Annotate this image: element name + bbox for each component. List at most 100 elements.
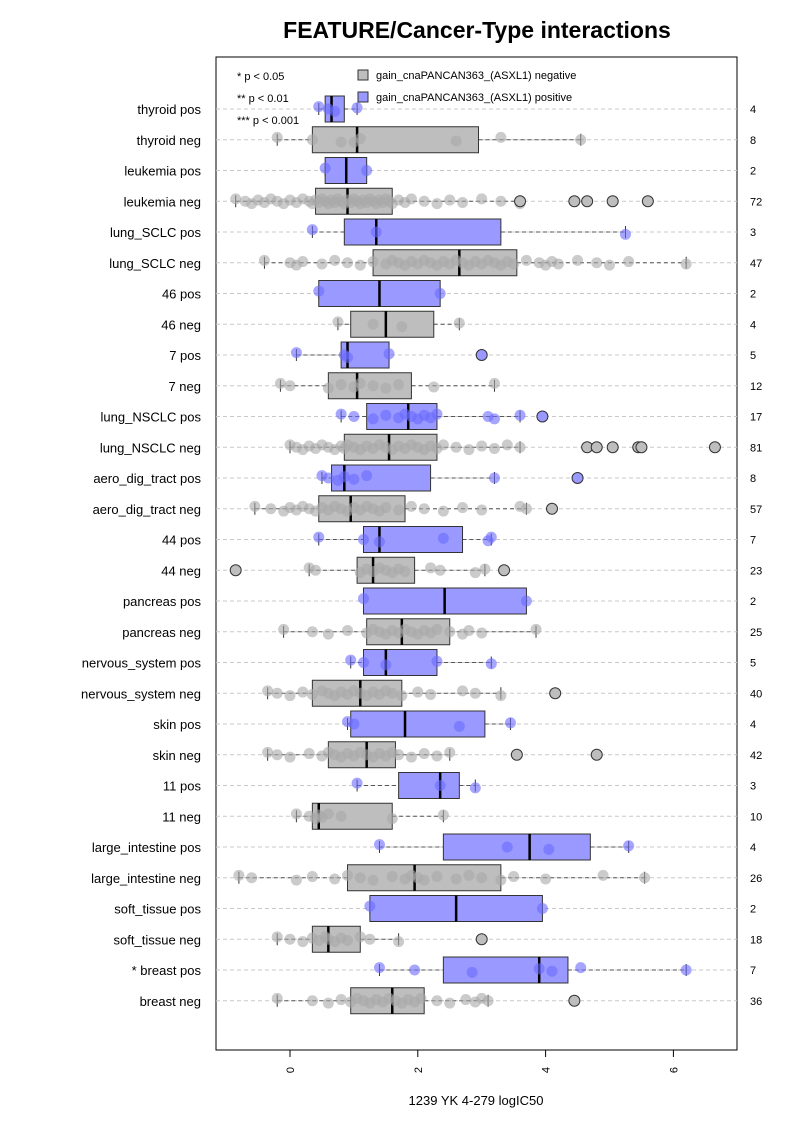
data-point bbox=[233, 869, 245, 881]
data-point bbox=[431, 623, 443, 635]
data-point bbox=[271, 931, 283, 943]
box bbox=[442, 833, 591, 861]
data-point bbox=[431, 408, 443, 420]
data-point bbox=[572, 254, 584, 266]
data-point bbox=[364, 900, 376, 912]
row-label: lung_SCLC neg bbox=[109, 256, 201, 271]
data-point bbox=[623, 256, 635, 268]
row-label: 46 neg bbox=[161, 317, 201, 332]
outlier-point bbox=[498, 564, 511, 577]
data-point bbox=[488, 413, 500, 425]
x-tick-label: 6 bbox=[668, 1067, 680, 1073]
data-point bbox=[501, 439, 513, 451]
data-point bbox=[530, 623, 542, 635]
data-point bbox=[278, 623, 290, 635]
data-point bbox=[313, 285, 325, 297]
data-point bbox=[409, 964, 421, 976]
data-point bbox=[306, 688, 318, 700]
sample-count: 42 bbox=[750, 750, 762, 762]
sample-count: 7 bbox=[750, 965, 756, 977]
outlier-point bbox=[475, 349, 488, 361]
data-point bbox=[431, 871, 443, 883]
data-point bbox=[262, 685, 274, 697]
sample-count: 8 bbox=[750, 135, 756, 147]
outlier-point bbox=[568, 994, 581, 1007]
data-point bbox=[297, 686, 309, 698]
outlier-point bbox=[590, 441, 603, 454]
data-point bbox=[342, 351, 354, 363]
data-point bbox=[335, 136, 347, 148]
data-point bbox=[520, 595, 532, 607]
row-label: 11 neg bbox=[162, 809, 201, 824]
data-point bbox=[476, 193, 488, 205]
outlier-point bbox=[606, 441, 619, 454]
data-point bbox=[457, 196, 469, 208]
data-point bbox=[399, 565, 411, 577]
sample-count: 2 bbox=[750, 596, 756, 608]
data-point bbox=[380, 382, 392, 394]
data-point bbox=[444, 194, 456, 206]
data-point bbox=[297, 936, 309, 948]
data-point bbox=[639, 872, 651, 884]
sample-count: 10 bbox=[750, 811, 762, 823]
data-point bbox=[322, 472, 334, 484]
outlier-point bbox=[590, 748, 603, 761]
x-axis-label: 1239 YK 4-279 logIC50 bbox=[409, 1093, 544, 1108]
row-label: thyroid pos bbox=[137, 102, 201, 117]
box bbox=[362, 649, 438, 676]
data-point bbox=[425, 562, 437, 574]
data-point bbox=[575, 134, 587, 146]
data-point bbox=[284, 933, 296, 945]
data-point bbox=[501, 841, 513, 853]
row-label-layer: thyroid pos 4 thyroid neg 8 leukemia pos 2 leu… bbox=[81, 102, 762, 1009]
data-point bbox=[437, 505, 449, 517]
significance-note: * p < 0.05 bbox=[237, 71, 284, 83]
data-point bbox=[265, 503, 277, 515]
sample-count: 4 bbox=[750, 319, 756, 331]
data-point bbox=[425, 688, 437, 700]
data-point bbox=[457, 502, 469, 514]
x-tick-label: 2 bbox=[413, 1067, 425, 1073]
data-point bbox=[348, 411, 360, 422]
row-label: * breast pos bbox=[132, 963, 202, 978]
row-label: 7 pos bbox=[169, 348, 201, 363]
sample-count: 3 bbox=[750, 227, 756, 239]
data-point bbox=[457, 685, 469, 697]
data-point bbox=[342, 869, 354, 881]
data-point bbox=[313, 531, 325, 543]
data-point bbox=[466, 966, 478, 978]
data-point bbox=[536, 903, 548, 914]
data-point bbox=[306, 224, 318, 236]
data-point bbox=[271, 687, 283, 699]
outlier-point bbox=[536, 410, 549, 423]
data-point bbox=[306, 134, 318, 146]
legend-swatch bbox=[357, 69, 369, 81]
data-point bbox=[361, 165, 373, 176]
data-point bbox=[367, 318, 379, 330]
row-label: aero_dig_tract pos bbox=[93, 471, 201, 486]
data-point bbox=[313, 101, 325, 113]
sample-count: 81 bbox=[750, 442, 762, 454]
data-point bbox=[520, 503, 532, 515]
data-point bbox=[444, 997, 456, 1009]
row-label: large_intestine neg bbox=[91, 871, 201, 886]
row-label: skin neg bbox=[153, 748, 201, 763]
data-point bbox=[351, 102, 363, 114]
data-point bbox=[476, 627, 488, 639]
data-point bbox=[380, 502, 392, 514]
sample-count: 5 bbox=[750, 350, 756, 362]
data-point bbox=[591, 257, 603, 269]
outlier-point bbox=[568, 195, 581, 208]
row-label: skin pos bbox=[153, 717, 201, 732]
data-point bbox=[297, 256, 309, 268]
legend-label: gain_cnaPANCAN363_(ASXL1) positive bbox=[376, 92, 572, 104]
sample-count: 5 bbox=[750, 658, 756, 670]
data-point bbox=[367, 874, 379, 886]
outlier-point bbox=[606, 195, 619, 208]
data-point bbox=[619, 228, 631, 240]
sample-count: 17 bbox=[750, 412, 762, 424]
data-point bbox=[306, 995, 318, 1007]
row-label: thyroid neg bbox=[137, 133, 201, 148]
row-label: lung_SCLC pos bbox=[110, 225, 202, 240]
data-point bbox=[434, 288, 446, 299]
